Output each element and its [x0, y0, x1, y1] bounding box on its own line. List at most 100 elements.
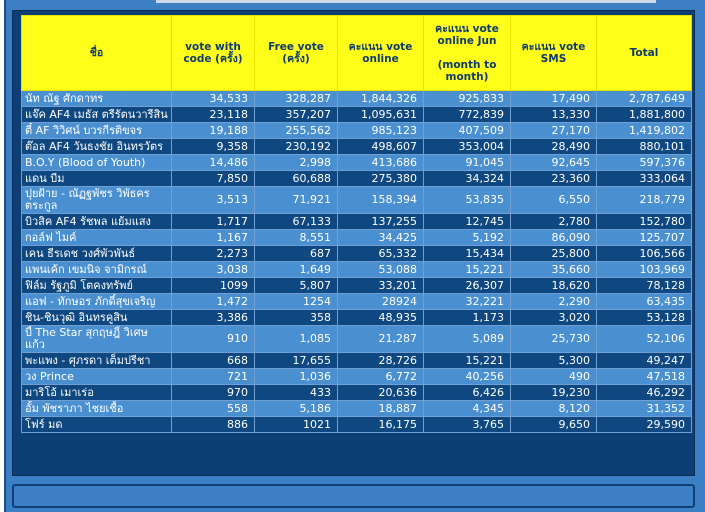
cell-name: กอล์ฟ ไมค์: [21, 229, 172, 246]
cell-free-vote: 1021: [254, 416, 338, 433]
cell-name: บิวสิค AF4 รัชพล แย้มแสง: [21, 213, 172, 230]
cell-name: ฟิล์ม รัฐภูมิ โตคงทรัพย์: [21, 277, 172, 294]
header-online-jun-line2: (month to month): [437, 59, 497, 83]
cell-online-jun: 3,765: [423, 416, 511, 433]
cell-total: 53,128: [596, 309, 692, 326]
cell-free-vote: 255,562: [254, 122, 338, 139]
cell-vote-code: 7,850: [171, 170, 255, 187]
cell-name: อั้ม พัชราภา ไชยเชื้อ: [21, 400, 172, 417]
cell-free-vote: 687: [254, 245, 338, 262]
cell-sms: 86,090: [510, 229, 597, 246]
cell-sms: 17,490: [510, 90, 597, 107]
cell-sms: 18,620: [510, 277, 597, 294]
cell-vote-code: 23,118: [171, 106, 255, 123]
cell-online: 53,088: [337, 261, 424, 278]
cell-online-jun: 407,509: [423, 122, 511, 139]
cell-total: 78,128: [596, 277, 692, 294]
table-row: แดน บีม 7,850 60,688 275,380 34,324 23,360 333…: [21, 170, 692, 187]
cell-online: 985,123: [337, 122, 424, 139]
cell-total: 880,101: [596, 138, 692, 155]
cell-total: 2,787,649: [596, 90, 692, 107]
cell-total: 103,969: [596, 261, 692, 278]
table-row: แพนเค้ก เขมนิจ จามิกรณ์ 3,038 1,649 53,088 1…: [21, 261, 692, 278]
cell-online: 413,686: [337, 154, 424, 171]
cell-online-jun: 34,324: [423, 170, 511, 187]
cell-total: 49,247: [596, 352, 692, 369]
cell-online: 65,332: [337, 245, 424, 262]
cell-sms: 8,120: [510, 400, 597, 417]
header-free-vote: Free vote (ครั้ง): [254, 15, 338, 91]
cell-vote-code: 9,358: [171, 138, 255, 155]
vote-results-table: ชื่อ vote with code (ครั้ง) Free vote (ค…: [21, 15, 692, 433]
table-row: แอฟ - ทักษอร ภักดิ์สุขเจริญ 1,472 1254 2892…: [21, 293, 692, 310]
cell-sms: 25,730: [510, 325, 597, 353]
cell-online-jun: 15,221: [423, 261, 511, 278]
cell-vote-code: 14,486: [171, 154, 255, 171]
cell-total: 218,779: [596, 186, 692, 214]
table-row: โฟร์ มด 886 1021 16,175 3,765 9,650 29,590: [21, 416, 692, 433]
header-total: Total: [596, 15, 692, 91]
cell-online-jun: 772,839: [423, 106, 511, 123]
cell-vote-code: 3,513: [171, 186, 255, 214]
cell-sms: 2,290: [510, 293, 597, 310]
cell-vote-code: 1,717: [171, 213, 255, 230]
table-row: แจ๊ค AF4 เมธัส ตรีรัตนวารีสิน 23,118 357,2…: [21, 106, 692, 123]
cell-vote-code: 668: [171, 352, 255, 369]
cell-online-jun: 53,835: [423, 186, 511, 214]
cell-sms: 6,550: [510, 186, 597, 214]
cell-online: 34,425: [337, 229, 424, 246]
table-row: ฟิล์ม รัฐภูมิ โตคงทรัพย์ 1099 5,807 33,201 2…: [21, 277, 692, 294]
table-header-row: ชื่อ vote with code (ครั้ง) Free vote (ค…: [21, 15, 692, 91]
cell-free-vote: 67,133: [254, 213, 338, 230]
cell-name: แจ๊ค AF4 เมธัส ตรีรัตนวารีสิน: [21, 106, 172, 123]
cell-online: 28924: [337, 293, 424, 310]
table-row: B.O.Y (Blood of Youth) 14,486 2,998 413,686…: [21, 154, 692, 171]
header-vote-code: vote with code (ครั้ง): [171, 15, 255, 91]
cell-vote-code: 34,533: [171, 90, 255, 107]
top-strip: [6, 0, 705, 10]
cell-online-jun: 15,434: [423, 245, 511, 262]
footer-bar: [12, 484, 695, 508]
cell-free-vote: 5,186: [254, 400, 338, 417]
table-row: กอล์ฟ ไมค์ 1,167 8,551 34,425 5,192 86,090 125…: [21, 229, 692, 246]
cell-free-vote: 17,655: [254, 352, 338, 369]
cell-online: 275,380: [337, 170, 424, 187]
table-row: ปุยฝ้าย - ณัฏฐพัชร วิพัธครตระกูล 3,513 71,…: [21, 186, 692, 214]
header-online-jun-line1: คะแนน vote online Jun: [435, 23, 499, 47]
cell-online: 16,175: [337, 416, 424, 433]
cell-total: 106,566: [596, 245, 692, 262]
cell-online-jun: 15,221: [423, 352, 511, 369]
cell-online: 158,394: [337, 186, 424, 214]
cell-online-jun: 5,192: [423, 229, 511, 246]
cell-online: 1,095,631: [337, 106, 424, 123]
cell-total: 63,435: [596, 293, 692, 310]
table-row: บิวสิค AF4 รัชพล แย้มแสง 1,717 67,133 137,2…: [21, 213, 692, 230]
header-online-jun: คะแนน vote online Jun (month to month): [423, 15, 511, 91]
cell-online: 20,636: [337, 384, 424, 401]
cell-free-vote: 1,085: [254, 325, 338, 353]
cell-sms: 28,490: [510, 138, 597, 155]
table-row: อั้ม พัชราภา ไชยเชื้อ 558 5,186 18,887 4,345…: [21, 400, 692, 417]
cell-free-vote: 357,207: [254, 106, 338, 123]
cell-free-vote: 8,551: [254, 229, 338, 246]
cell-vote-code: 558: [171, 400, 255, 417]
cell-name: แดน บีม: [21, 170, 172, 187]
cell-online: 6,772: [337, 368, 424, 385]
cell-sms: 9,650: [510, 416, 597, 433]
cell-name: มาริโอ้ เมาเร่อ: [21, 384, 172, 401]
cell-vote-code: 1,167: [171, 229, 255, 246]
header-name: ชื่อ: [21, 15, 172, 91]
cell-total: 152,780: [596, 213, 692, 230]
cell-online: 18,887: [337, 400, 424, 417]
cell-vote-code: 3,038: [171, 261, 255, 278]
cell-online-jun: 12,745: [423, 213, 511, 230]
cell-free-vote: 1,649: [254, 261, 338, 278]
cell-online-jun: 40,256: [423, 368, 511, 385]
cell-sms: 25,800: [510, 245, 597, 262]
cell-total: 47,518: [596, 368, 692, 385]
cell-name: ปุยฝ้าย - ณัฏฐพัชร วิพัธครตระกูล: [21, 186, 172, 214]
cell-sms: 490: [510, 368, 597, 385]
cell-online-jun: 6,426: [423, 384, 511, 401]
cell-name: นัท ณัฐ ศักดาทร: [21, 90, 172, 107]
cell-free-vote: 1,036: [254, 368, 338, 385]
